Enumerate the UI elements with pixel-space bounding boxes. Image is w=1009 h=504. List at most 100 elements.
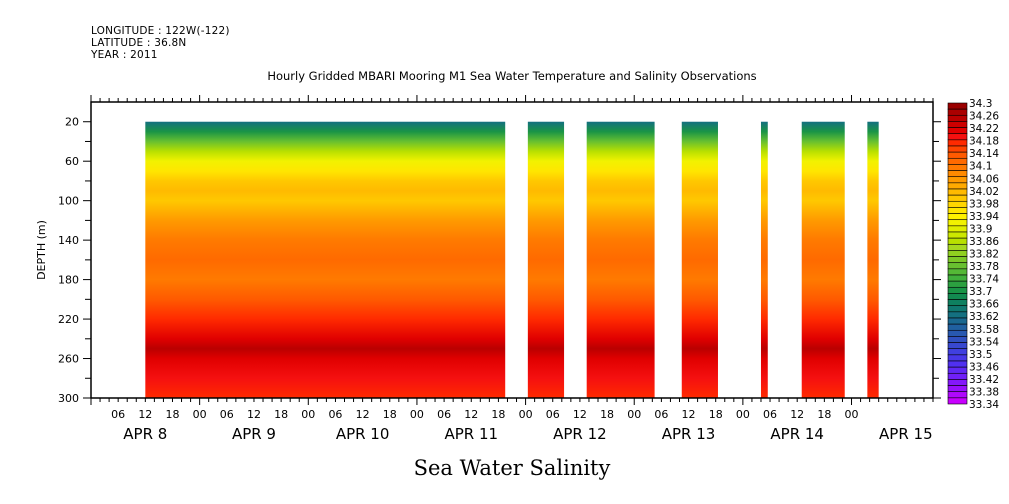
colorbar-label: 33.98 — [969, 198, 999, 210]
x-tick-label: 06 — [328, 408, 342, 421]
colorbar-label: 33.74 — [969, 274, 999, 286]
data-segment-4 — [760, 121, 768, 398]
colorbar-swatch — [947, 299, 968, 307]
colorbar-label: 33.66 — [969, 299, 999, 311]
x-tick-label: 12 — [682, 408, 696, 421]
x-date-label: APR 15 — [879, 425, 933, 443]
colorbar-label: 34.22 — [969, 123, 999, 135]
colorbar-label: 34.1 — [969, 161, 992, 173]
colorbar-swatch — [947, 194, 968, 202]
colorbar-swatch — [947, 293, 968, 300]
y-tick-label: 60 — [65, 155, 79, 168]
x-date-label: APR 10 — [336, 425, 390, 443]
colorbar-label: 33.78 — [969, 261, 999, 273]
x-tick-label: 00 — [736, 408, 750, 421]
colorbar-swatch — [947, 151, 968, 159]
colorbar-swatch — [947, 225, 968, 233]
colorbar-swatch — [947, 360, 968, 368]
y-tick-label: 20 — [65, 116, 79, 129]
colorbar-swatch — [947, 182, 968, 190]
x-tick-label: 06 — [220, 408, 234, 421]
x-tick-label: 06 — [546, 408, 560, 421]
x-tick-label: 06 — [654, 408, 668, 421]
colorbar-swatch — [947, 250, 968, 257]
colorbar-label: 33.7 — [969, 286, 992, 298]
colorbar-label: 34.06 — [969, 173, 999, 185]
colorbar-swatch — [947, 336, 968, 343]
x-date-label: APR 8 — [123, 425, 167, 443]
y-tick-label: 300 — [58, 392, 79, 405]
x-tick-label: 18 — [383, 408, 397, 421]
colorbar-swatch — [947, 366, 968, 374]
x-tick-label: 00 — [301, 408, 315, 421]
colorbar-swatch — [947, 268, 968, 276]
x-tick-label: 18 — [491, 408, 505, 421]
colorbar-swatch — [947, 329, 968, 337]
colorbar-label: 33.9 — [969, 223, 992, 235]
colorbar-swatch — [947, 305, 968, 313]
colorbar-swatch — [947, 323, 968, 331]
colorbar-swatch — [947, 139, 968, 147]
colorbar-swatch — [947, 237, 968, 245]
x-tick-label: 00 — [519, 408, 533, 421]
x-date-label: APR 13 — [662, 425, 716, 443]
data-segment-3 — [681, 121, 718, 398]
colorbar-label: 33.94 — [969, 211, 999, 223]
data-segment-5 — [801, 121, 845, 398]
colorbar-swatch — [947, 145, 968, 153]
colorbar-label: 33.82 — [969, 249, 999, 261]
colorbar: 34.334.2634.2234.1834.1434.134.0634.0233… — [947, 98, 999, 411]
colorbar-swatch — [947, 121, 968, 128]
colorbar-label: 33.34 — [969, 399, 999, 411]
colorbar-swatch — [947, 391, 968, 399]
data-segment-0 — [145, 121, 506, 398]
x-tick-label: 12 — [573, 408, 587, 421]
colorbar-swatch — [947, 200, 968, 208]
y-tick-label: 220 — [58, 313, 79, 326]
y-tick-label: 260 — [58, 353, 79, 366]
colorbar-swatch — [947, 379, 968, 386]
colorbar-swatch — [947, 354, 968, 362]
colorbar-swatch — [947, 262, 968, 270]
x-date-label: APR 12 — [553, 425, 607, 443]
colorbar-label: 34.26 — [969, 111, 999, 123]
x-tick-label: 18 — [709, 408, 723, 421]
x-tick-label: 18 — [165, 408, 179, 421]
colorbar-swatch — [947, 170, 968, 178]
data-segment-2 — [586, 121, 655, 398]
x-tick-label: 18 — [274, 408, 288, 421]
colorbar-swatch — [947, 397, 968, 405]
x-tick-label: 00 — [845, 408, 859, 421]
data-layer — [145, 121, 879, 398]
colorbar-label: 33.62 — [969, 311, 999, 323]
colorbar-swatch — [947, 231, 968, 239]
colorbar-swatch — [947, 207, 968, 214]
colorbar-swatch — [947, 133, 968, 141]
colorbar-swatch — [947, 348, 968, 356]
data-segment-1 — [527, 121, 565, 398]
colorbar-swatch — [947, 243, 968, 251]
x-tick-label: 12 — [356, 408, 370, 421]
x-tick-label: 00 — [410, 408, 424, 421]
colorbar-swatch — [947, 385, 968, 393]
colorbar-label: 34.3 — [969, 98, 992, 110]
x-tick-label: 12 — [138, 408, 152, 421]
colorbar-swatch — [947, 213, 968, 221]
colorbar-label: 34.14 — [969, 148, 999, 160]
x-tick-label: 00 — [627, 408, 641, 421]
x-axis-label: Sea Water Salinity — [414, 456, 611, 480]
y-axis-label: DEPTH (m) — [35, 220, 48, 280]
y-tick-label: 140 — [58, 234, 79, 247]
colorbar-swatch — [947, 164, 968, 171]
colorbar-label: 33.42 — [969, 374, 999, 386]
colorbar-label: 34.18 — [969, 136, 999, 148]
colorbar-swatch — [947, 176, 968, 184]
colorbar-swatch — [947, 274, 968, 282]
colorbar-swatch — [947, 286, 968, 294]
y-tick-label: 180 — [58, 274, 79, 287]
colorbar-swatch — [947, 114, 968, 122]
colorbar-swatch — [947, 372, 968, 380]
colorbar-label: 33.86 — [969, 236, 999, 248]
colorbar-swatch — [947, 188, 968, 196]
